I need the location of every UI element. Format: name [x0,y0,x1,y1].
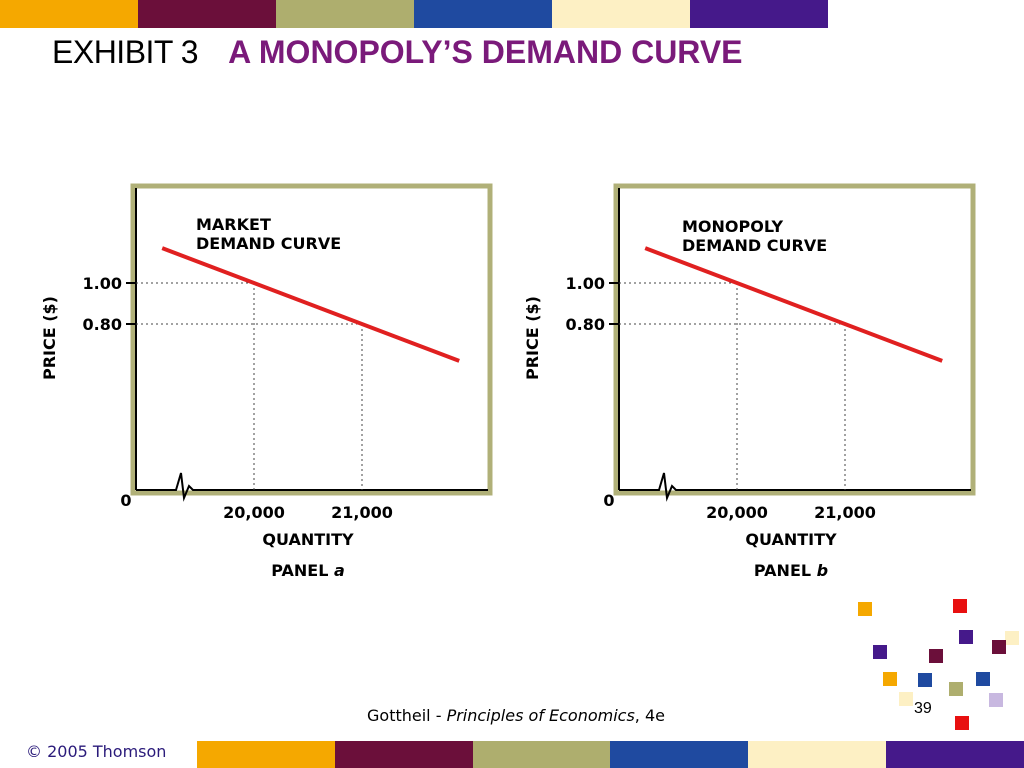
decor-square [949,682,963,696]
origin-label: 0 [603,491,614,510]
x-tick-label: 20,000 [223,503,285,522]
decor-square [858,602,872,616]
decor-square [989,693,1003,707]
curve-label: DEMAND CURVE [196,234,341,253]
bottom-stripe-segment [886,741,1024,768]
bottom-stripe-segment [334,741,473,768]
bottom-stripe-segment [472,741,611,768]
decor-square [918,673,932,687]
x-axis-label: QUANTITY [262,530,354,549]
citation-author: Gottheil - [367,706,447,725]
demand-curve [161,246,460,363]
decor-square [976,672,990,686]
x-tick-label: 20,000 [706,503,768,522]
panel-label: PANEL a [271,561,345,580]
decor-square [955,716,969,730]
bottom-stripe-segment [748,741,887,768]
exhibit-number: EXHIBIT 3 [52,34,199,70]
citation: Gottheil - Principles of Economics, 4e [367,706,665,725]
panel-label: PANEL b [754,561,828,580]
y-tick-label: 1.00 [566,274,605,293]
top-stripe-segment [0,0,138,28]
curve-label: MARKET [196,215,271,234]
decor-square [873,645,887,659]
slide-title: EXHIBIT 3 A MONOPOLY’S DEMAND CURVE [52,32,743,72]
decor-square [992,640,1006,654]
curve-label: DEMAND CURVE [682,236,827,255]
x-axis-label: QUANTITY [745,530,837,549]
x-tick-label: 21,000 [814,503,876,522]
y-axis-label: PRICE ($) [523,296,542,380]
top-stripe-segment [414,0,552,28]
copyright: © 2005 Thomson [26,742,167,761]
top-stripe-segment [690,0,828,28]
citation-book: Principles of Economics [446,706,635,725]
panel-label-text: PANEL [271,561,334,580]
citation-edition: , 4e [634,706,665,725]
panel-label-letter: a [334,561,345,580]
origin-label: 0 [120,491,131,510]
decor-square [929,649,943,663]
x-axis-line-with-break [136,472,488,502]
decor-square [883,672,897,686]
top-stripe-segment [138,0,276,28]
decor-square [953,599,967,613]
decor-square [959,630,973,644]
x-axis-line-with-break [619,472,971,502]
bottom-color-stripe [197,741,1024,768]
bottom-stripe-segment [610,741,749,768]
panel-label-letter: b [817,561,828,580]
y-tick-label: 0.80 [83,315,122,334]
x-tick-label: 21,000 [331,503,393,522]
decor-square [1005,631,1019,645]
decor-square [899,692,913,706]
page-number: 39 [914,700,932,717]
y-tick-label: 0.80 [566,315,605,334]
panel-label-text: PANEL [754,561,817,580]
chart-frame [130,183,493,496]
demand-curve [644,246,943,363]
y-axis-label: PRICE ($) [40,296,59,380]
top-stripe-segment [552,0,690,28]
bottom-stripe-segment [197,741,335,768]
chart-frame [613,183,976,496]
exhibit-title: A MONOPOLY’S DEMAND CURVE [228,34,743,70]
curve-label: MONOPOLY [682,217,784,236]
y-tick-label: 1.00 [83,274,122,293]
top-stripe-segment [276,0,414,28]
top-color-stripe [0,0,828,28]
